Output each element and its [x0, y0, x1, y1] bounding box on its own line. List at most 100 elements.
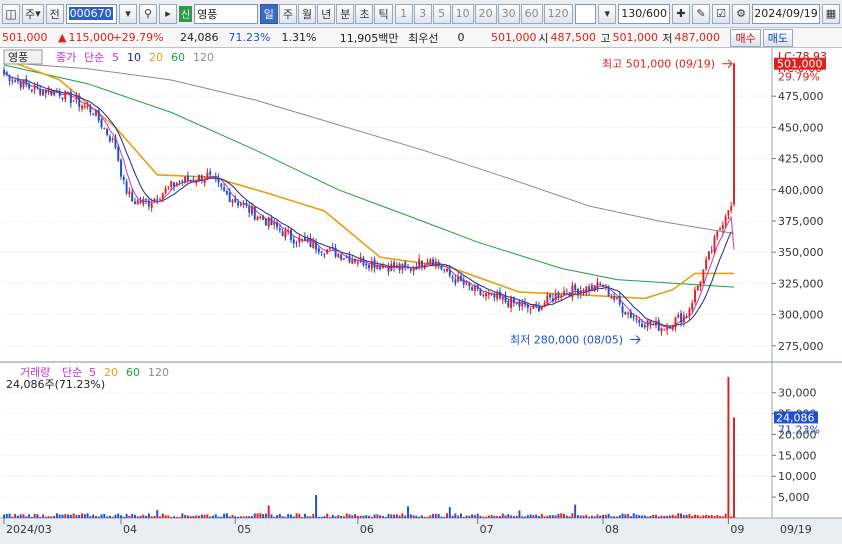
current-volume-pct: 71.23%: [778, 423, 820, 436]
current-price-label: 501,000: [777, 58, 823, 71]
name-field[interactable]: 영풍: [194, 3, 258, 24]
volume-bar: [337, 515, 340, 518]
volume-bar: [546, 515, 549, 518]
period-tab-1[interactable]: 주: [278, 3, 297, 24]
calendar-icon[interactable]: ▦: [822, 3, 840, 24]
candle-body: [278, 228, 281, 231]
candle-body: [108, 136, 111, 142]
volume-tick-label: 30,000: [778, 387, 817, 400]
candle-body: [192, 180, 195, 182]
count-field[interactable]: 130/600: [618, 3, 670, 24]
volume-bar: [716, 515, 719, 518]
current-volume-label: 24,086: [776, 411, 815, 424]
candle-body: [599, 283, 602, 286]
candle-body: [287, 230, 290, 232]
volume-bar: [198, 515, 201, 518]
volume-bar: [195, 515, 198, 518]
period-tab-3[interactable]: 년: [317, 3, 336, 24]
minute-tab-10[interactable]: 10: [451, 3, 474, 24]
date-strip: [0, 518, 842, 544]
candle-body: [691, 303, 694, 310]
checkbox-icon[interactable]: ☑: [712, 3, 730, 24]
candle-body: [590, 284, 593, 292]
volume-bars: [3, 376, 735, 518]
candle-body: [663, 328, 666, 330]
volume-bar: [649, 515, 652, 518]
volume-bar: [125, 513, 128, 518]
dropdown-icon[interactable]: ▾: [118, 3, 137, 24]
volume-bar: [251, 515, 253, 518]
volume-bar: [510, 515, 513, 518]
volume-bar: [504, 515, 507, 518]
volume-bar: [331, 514, 334, 518]
volume-bar: [147, 513, 150, 518]
date-field[interactable]: 2024/09/19: [752, 3, 820, 24]
minute-tab-30[interactable]: 30: [497, 3, 520, 24]
jeon-button[interactable]: 전: [45, 3, 64, 24]
volume-bar: [465, 515, 468, 518]
market-select[interactable]: 주 ▾: [22, 3, 44, 24]
candle-body: [457, 276, 460, 282]
price-tick-label: 300,000: [778, 309, 824, 322]
period-tab-6[interactable]: 틱: [374, 3, 393, 24]
buy-order-button[interactable]: 매수: [730, 28, 761, 47]
volume-bar: [94, 515, 97, 518]
volume-bar: [211, 515, 214, 518]
period-tab-2[interactable]: 월: [297, 3, 317, 24]
candle-body: [624, 312, 627, 315]
minute-tab-120[interactable]: 120: [543, 3, 573, 24]
minute-tab-3[interactable]: 3: [413, 3, 432, 24]
candle-body: [476, 284, 479, 290]
candle-body: [638, 319, 641, 323]
high-label: 고: [600, 31, 611, 45]
settings-icon[interactable]: ⚙: [732, 3, 750, 24]
candle-body: [16, 79, 19, 82]
candle-body: [334, 247, 337, 257]
candle-body: [485, 293, 487, 297]
volume-bar: [287, 514, 290, 518]
minute-tab-5[interactable]: 5: [432, 3, 451, 24]
period-tab-0[interactable]: 일: [259, 3, 278, 24]
current-pct-label: 29.79%: [778, 71, 820, 84]
volume-bar: [192, 516, 195, 518]
search-icon[interactable]: ⚲: [138, 3, 157, 24]
volume-bar: [668, 515, 671, 518]
quote-ask: 501,000: [490, 31, 537, 44]
volume-bar: [242, 516, 245, 518]
volume-bar: [136, 516, 139, 518]
minute-tab-1[interactable]: 1: [394, 3, 413, 24]
speaker-icon[interactable]: ▸: [158, 3, 177, 24]
candle-body: [39, 89, 42, 95]
volume-bar: [393, 514, 396, 518]
volume-bar: [398, 515, 401, 518]
volume-bar: [526, 515, 529, 518]
ma20-line: [3, 57, 734, 300]
volume-bar: [437, 513, 440, 518]
volume-legend-method: 단순: [62, 366, 82, 379]
minute-custom-input[interactable]: [574, 3, 597, 24]
annotations: 최고 501,000 (09/19) 최저 280,000 (08/05): [510, 58, 733, 347]
window-icon[interactable]: ◫: [2, 3, 20, 24]
code-input[interactable]: 000670: [65, 3, 117, 24]
volume-bar: [446, 513, 448, 518]
candle-body: [671, 325, 674, 330]
sell-order-button[interactable]: 매도: [762, 28, 793, 47]
volume-bar: [554, 515, 557, 518]
minute-dropdown-icon[interactable]: ▾: [598, 3, 617, 24]
period-tab-4[interactable]: 분: [336, 3, 355, 24]
price-tick-label: 475,000: [778, 90, 824, 103]
volume-bar: [487, 515, 490, 518]
period-tab-5[interactable]: 초: [355, 3, 374, 24]
minute-tab-20[interactable]: 20: [474, 3, 497, 24]
candle-body: [33, 85, 36, 90]
volume-bar: [412, 515, 415, 518]
volume-bar: [468, 515, 471, 518]
volume-bar: [309, 516, 312, 518]
minute-tab-60[interactable]: 60: [520, 3, 543, 24]
volume-bar: [256, 513, 259, 518]
stock-tab: [3, 49, 43, 65]
crosshair-icon[interactable]: ✚: [672, 3, 690, 24]
volume-bar: [379, 515, 382, 518]
candle-body: [379, 265, 382, 270]
draw-tool-icon[interactable]: ✎: [692, 3, 710, 24]
